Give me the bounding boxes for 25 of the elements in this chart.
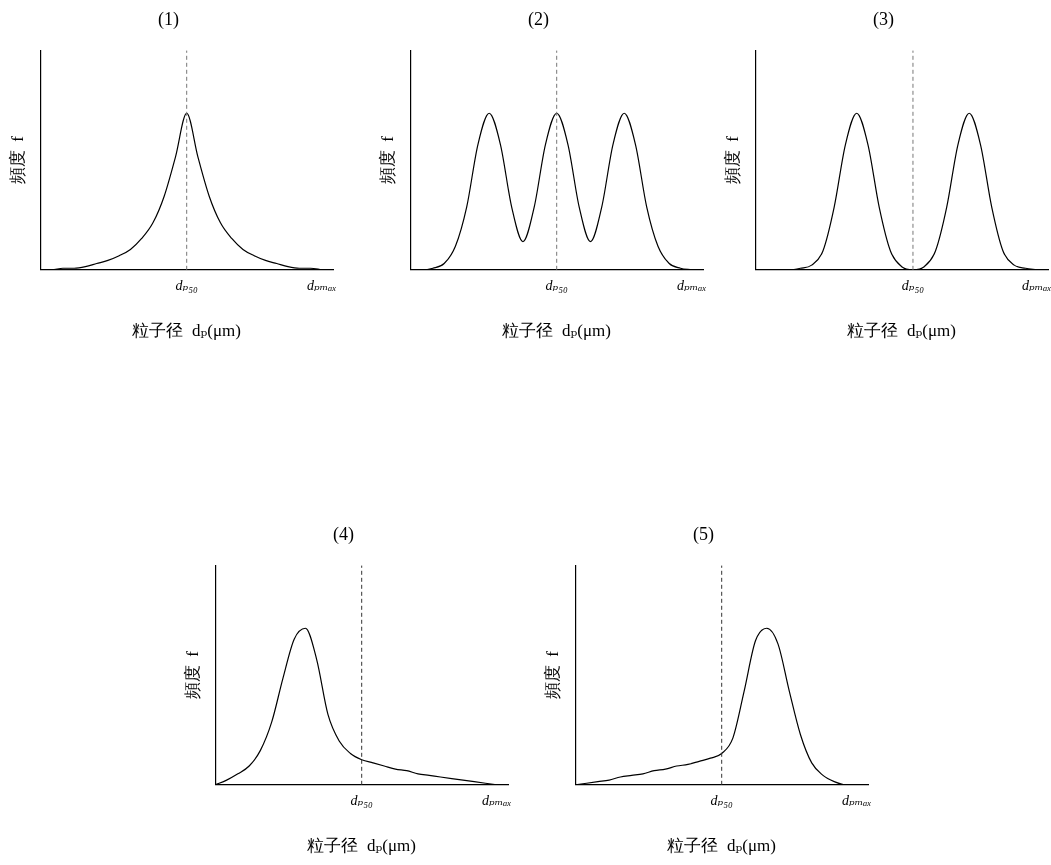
x-axis-title: 粒子径 dₚ(μm): [847, 321, 956, 341]
y-axis-title: 頻度 f: [722, 135, 742, 185]
x-axis-title: 粒子径 dₚ(μm): [307, 836, 416, 856]
x-tick-label: dₚₘₐₓ: [307, 277, 337, 293]
x-tick-label: dₚₘₐₓ: [482, 792, 512, 808]
x-tick-label: dₚₘₐₓ: [842, 792, 872, 808]
chart-title: (4): [333, 523, 354, 545]
x-tick-label: dₚ₅₀: [350, 792, 373, 808]
x-tick-label: dₚ₅₀: [710, 792, 733, 808]
x-tick-label: dₚ₅₀: [901, 277, 925, 293]
y-axis-title: 頻度 f: [7, 135, 27, 185]
chart-title: (3): [873, 8, 894, 30]
y-axis-title: 頻度 f: [182, 650, 202, 700]
y-axis-title: 頻度 f: [377, 135, 397, 185]
x-tick-label: dₚ₅₀: [545, 277, 568, 293]
x-tick-label: dₚₘₐₓ: [1022, 277, 1051, 293]
x-axis-title: 粒子径 dₚ(μm): [132, 321, 241, 341]
x-axis-title: 粒子径 dₚ(μm): [502, 321, 611, 341]
y-axis-title: 頻度 f: [542, 650, 562, 700]
chart-title: (2): [528, 8, 549, 30]
chart-title: (5): [693, 523, 714, 545]
x-tick-label: dₚₘₐₓ: [677, 277, 707, 293]
x-tick-label: dₚ₅₀: [175, 277, 198, 293]
x-axis-title: 粒子径 dₚ(μm): [667, 836, 776, 856]
chart-title: (1): [158, 8, 179, 30]
